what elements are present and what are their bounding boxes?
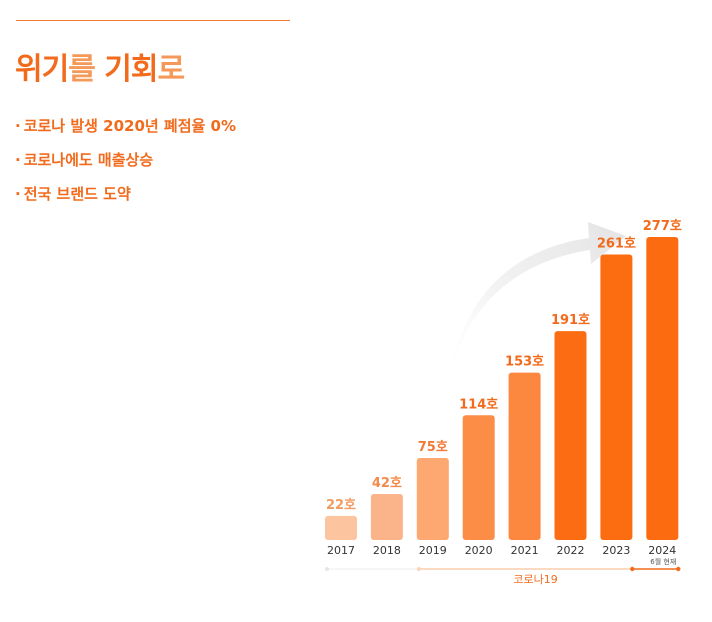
- data-label-2020: 114호: [459, 397, 498, 412]
- x-tick-2022: 2022: [557, 544, 585, 557]
- top-rule: [16, 20, 290, 21]
- bar-2023: [600, 254, 633, 540]
- x-tick-2020: 2020: [465, 544, 493, 557]
- x-tick-2018: 2018: [373, 544, 401, 557]
- data-label-2017: 22호: [326, 498, 356, 513]
- bar-2019: [416, 457, 449, 540]
- data-label-2024: 277호: [643, 219, 682, 234]
- bullet-icon: ·: [15, 185, 21, 203]
- title-part-4: 로: [157, 52, 185, 87]
- x-tick-2023: 2023: [602, 544, 630, 557]
- x-tick-2019: 2019: [419, 544, 447, 557]
- growth-arrow-icon: [447, 222, 626, 400]
- key-points-list: · 코로나 발생 2020년 폐점율 0% · 코로나에도 매출상승 · 전국 브랜드…: [15, 116, 236, 218]
- data-label-2023: 261호: [597, 237, 636, 252]
- bar-2024: [646, 237, 679, 540]
- data-label-2019: 75호: [418, 440, 448, 455]
- page-title: 위기를 기회로: [15, 44, 185, 88]
- data-label-2018: 42호: [372, 476, 402, 491]
- key-point: · 전국 브랜드 도약: [15, 184, 236, 218]
- bullet-icon: ·: [15, 151, 21, 169]
- data-label-2022: 191호: [551, 313, 590, 328]
- x-tick-2024: 2024: [648, 544, 676, 557]
- x-tick-2017: 2017: [327, 544, 355, 557]
- sub-label-2024: 6월 현재: [650, 557, 676, 566]
- x-tick-2021: 2021: [511, 544, 539, 557]
- timeline-covid-start-dot: [416, 567, 421, 571]
- bullet-icon: ·: [15, 117, 21, 135]
- key-point: · 코로나 발생 2020년 폐점율 0%: [15, 116, 236, 150]
- title-part-2: 를: [68, 52, 105, 87]
- key-point-text: 코로나에도 매출상승: [23, 151, 154, 169]
- title-part-1: 위기: [15, 52, 69, 87]
- key-point-text: 코로나 발생 2020년 폐점율 0%: [23, 117, 237, 135]
- bar-2021: [508, 372, 541, 540]
- key-point: · 코로나에도 매출상승: [15, 150, 236, 184]
- timeline-label: 코로나19: [513, 573, 557, 586]
- data-label-2021: 153호: [505, 355, 544, 370]
- timeline-end-dot: [676, 566, 681, 572]
- bar-2020: [462, 415, 495, 540]
- bar-2022: [554, 331, 587, 540]
- timeline-current-start-dot: [630, 566, 635, 572]
- bar-2017: [325, 515, 357, 540]
- key-point-text: 전국 브랜드 도약: [23, 185, 131, 203]
- bar-2018: [370, 494, 403, 540]
- timeline-start-dot: [325, 567, 329, 571]
- title-part-3: 기회: [104, 52, 158, 87]
